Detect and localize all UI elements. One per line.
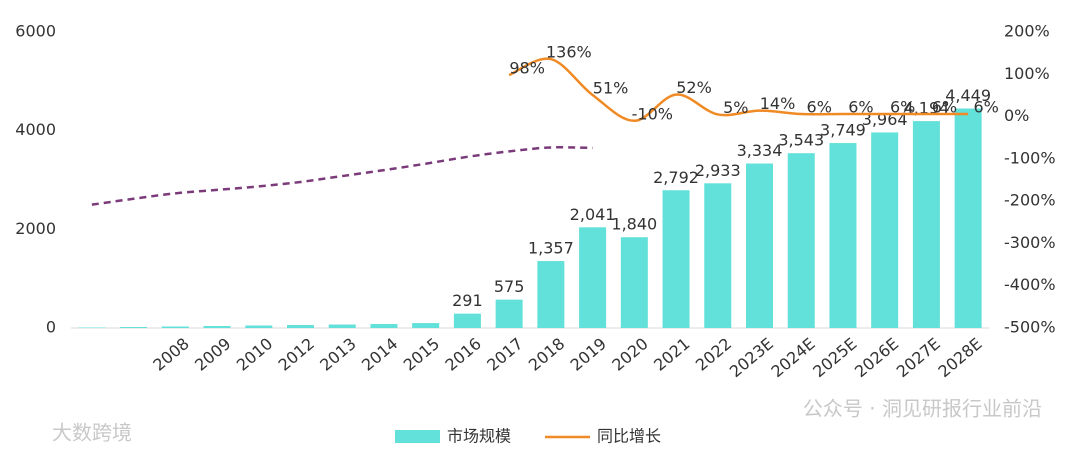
line-value-label: 136% xyxy=(546,43,592,62)
y2-tick-label: -200% xyxy=(1004,191,1056,210)
line-value-label: 6% xyxy=(848,98,873,117)
x-tick-label: 2021 xyxy=(650,334,693,375)
bar-value-label: 1,357 xyxy=(528,239,574,258)
line-value-label: 51% xyxy=(593,79,629,98)
y2-tick-label: 0% xyxy=(1004,106,1029,125)
legend-label: 市场规模 xyxy=(447,427,511,446)
x-tick-label: 2019 xyxy=(567,334,610,375)
x-tick-label: 2012 xyxy=(275,334,318,375)
bar-value-label: 291 xyxy=(452,291,483,310)
bar xyxy=(871,132,899,328)
y2-tick-label: -400% xyxy=(1004,275,1056,294)
bar xyxy=(161,326,189,328)
y-tick-label: 2000 xyxy=(15,219,56,238)
bar-value-label: 3,543 xyxy=(778,131,824,150)
bar xyxy=(912,121,940,328)
bar xyxy=(662,190,690,328)
x-tick-label: 2015 xyxy=(400,334,443,375)
x-tick-label: 2009 xyxy=(191,334,234,375)
y2-tick-label: -300% xyxy=(1004,233,1056,252)
x-tick-label: 2020 xyxy=(608,334,651,375)
line-value-label: -10% xyxy=(632,104,673,123)
x-tick-label: 2014 xyxy=(358,334,401,375)
watermark: 公众号 · 洞见研报行业前沿 xyxy=(803,397,1042,421)
legend-label: 同比增长 xyxy=(597,427,661,446)
x-tick-label: 2018 xyxy=(525,334,568,375)
x-tick-label: 2024E xyxy=(768,334,819,381)
x-tick-label: 2027E xyxy=(893,334,944,381)
bar xyxy=(245,325,273,328)
x-tick-label: 2025E xyxy=(809,334,860,381)
line-value-label: 6% xyxy=(807,98,832,117)
bar xyxy=(287,325,314,328)
bar xyxy=(787,153,815,328)
x-tick-label: 2013 xyxy=(316,334,359,375)
x-tick-label: 2017 xyxy=(483,334,526,375)
y-tick-label: 6000 xyxy=(15,22,56,41)
y2-tick-label: -100% xyxy=(1004,148,1056,167)
bar-value-label: 2,041 xyxy=(570,205,616,224)
bar xyxy=(495,299,523,328)
line-value-label: 5% xyxy=(723,98,748,117)
bar xyxy=(704,183,732,328)
y2-tick-label: -500% xyxy=(1004,318,1056,337)
x-tick-label: 2008 xyxy=(149,334,192,375)
y2-tick-label: 100% xyxy=(1004,64,1050,83)
x-tick-label: 2028E xyxy=(934,334,985,381)
bar xyxy=(120,327,148,328)
bar xyxy=(537,261,565,328)
watermark: 大数跨境 xyxy=(52,421,132,445)
x-tick-label: 2016 xyxy=(441,334,484,375)
line-value-label: 14% xyxy=(760,94,796,113)
bar xyxy=(829,143,857,328)
bar xyxy=(328,324,356,328)
bar-value-label: 4,449 xyxy=(945,86,991,105)
bar-value-label: 1,840 xyxy=(611,215,657,234)
y2-tick-label: 200% xyxy=(1004,22,1050,41)
bar xyxy=(370,324,398,328)
line xyxy=(508,57,969,123)
x-tick-label: 2026E xyxy=(851,334,902,381)
y-tick-label: 0 xyxy=(46,318,56,337)
bar-value-label: 2,792 xyxy=(653,168,699,187)
bar xyxy=(579,227,607,328)
legend-swatch xyxy=(395,430,440,443)
line-value-label: 6% xyxy=(932,98,957,117)
bar xyxy=(954,108,982,329)
line-value-label: 6% xyxy=(890,98,915,117)
bar xyxy=(453,313,481,328)
line-value-label: 6% xyxy=(973,98,998,117)
dashed-line xyxy=(91,146,593,206)
y-tick-label: 4000 xyxy=(15,120,56,139)
x-tick-label: 2023E xyxy=(726,334,777,381)
bar xyxy=(746,163,773,328)
line-value-label: 98% xyxy=(509,59,545,78)
bar-value-label: 2,933 xyxy=(695,161,741,180)
bar-value-label: 3,334 xyxy=(737,141,783,160)
bar-value-label: 3,749 xyxy=(820,121,866,140)
bar-value-label: 575 xyxy=(494,277,525,296)
bar xyxy=(620,237,648,328)
bar xyxy=(412,323,440,328)
line-value-label: 52% xyxy=(676,78,712,97)
bar xyxy=(203,326,231,328)
x-tick-label: 2010 xyxy=(233,334,276,375)
